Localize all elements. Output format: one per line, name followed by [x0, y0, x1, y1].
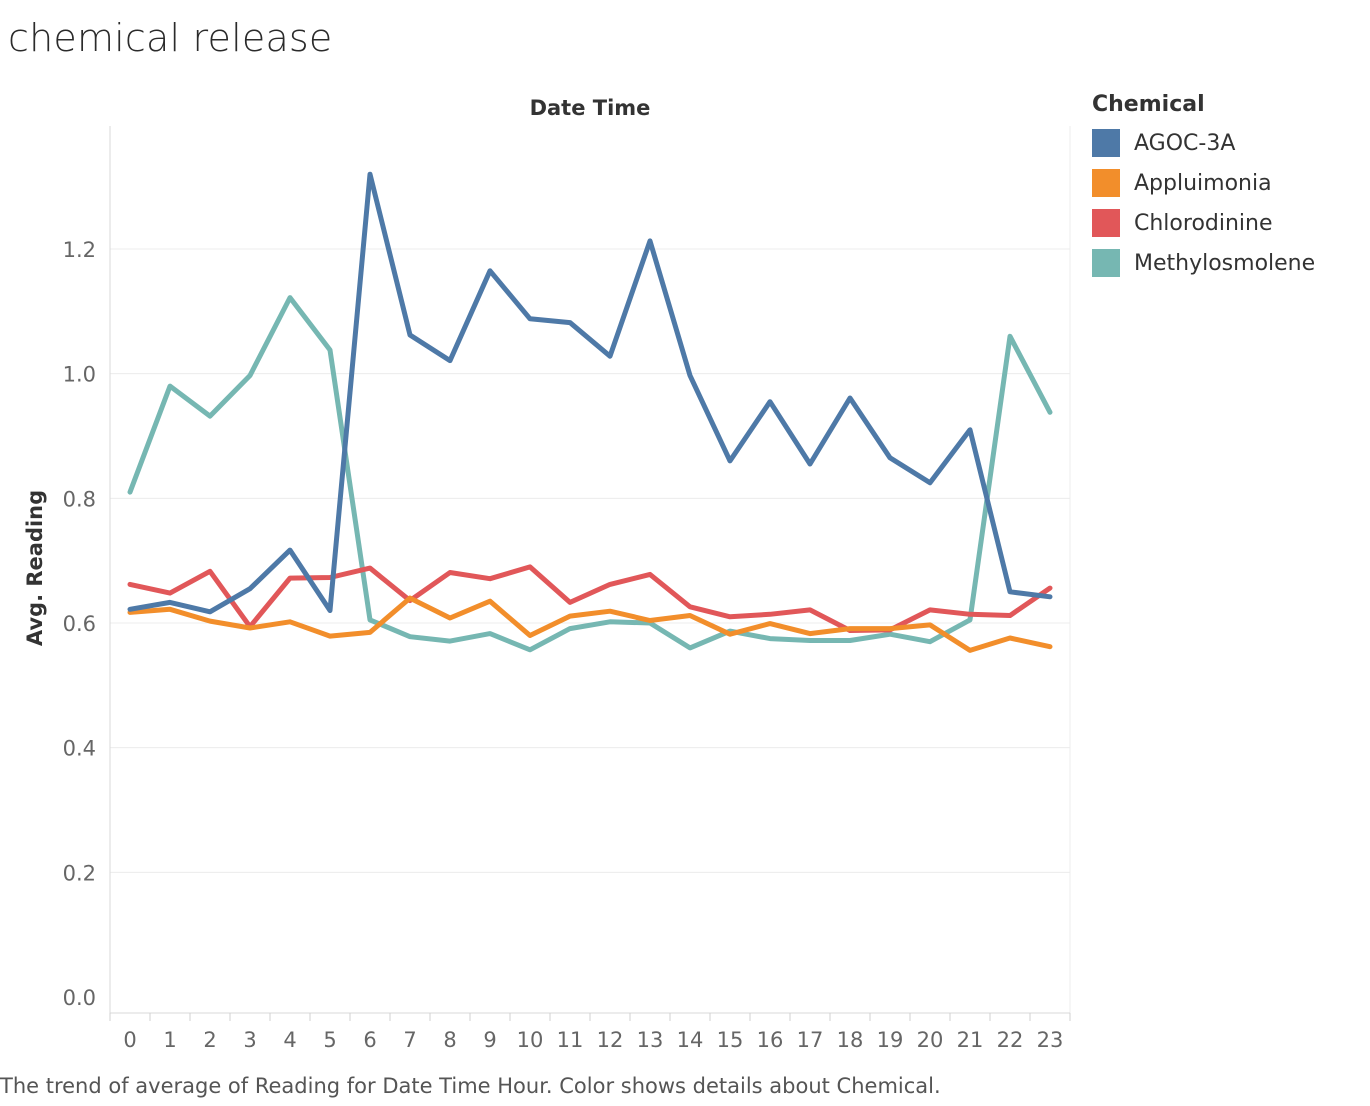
y-tick-label: 1.2 — [63, 238, 96, 262]
x-tick-label: 13 — [637, 1028, 664, 1052]
page-title: chemical release — [8, 16, 333, 60]
x-tick-label: 4 — [283, 1028, 296, 1052]
x-tick-label: 21 — [957, 1028, 984, 1052]
x-tick-label: 14 — [677, 1028, 704, 1052]
x-tick-label: 17 — [797, 1028, 824, 1052]
legend-title: Chemical — [1092, 92, 1205, 117]
y-tick-label: 0.8 — [63, 487, 96, 511]
x-tick-label: 8 — [443, 1028, 456, 1052]
legend-swatch — [1092, 249, 1120, 277]
series-lines — [127, 171, 1053, 653]
x-tick-label: 23 — [1037, 1028, 1064, 1052]
x-tick-label: 20 — [917, 1028, 944, 1052]
y-tick-label: 0.4 — [63, 737, 96, 761]
series-line-agoc-3a[interactable] — [127, 171, 1053, 615]
legend-item[interactable]: Chlorodinine — [1092, 203, 1315, 243]
legend-items: AGOC-3A Appluimonia Chlorodinine Methylosmo… — [1092, 123, 1315, 283]
x-tick-label: 5 — [323, 1028, 336, 1052]
chart-caption: The trend of average of Reading for Date… — [0, 1074, 941, 1098]
x-tick-label: 11 — [557, 1028, 584, 1052]
line-chart: Date Time Avg. Reading 0.0 0.2 0.4 0.6 0.8 1.… — [23, 96, 1071, 1052]
x-tick-label: 15 — [717, 1028, 744, 1052]
x-tick-label: 10 — [517, 1028, 544, 1052]
series-line-appluimonia[interactable] — [127, 595, 1053, 653]
x-axis-title: Date Time — [530, 96, 651, 120]
x-tick-label: 7 — [403, 1028, 416, 1052]
x-tick-label: 16 — [757, 1028, 784, 1052]
legend-label: Appluimonia — [1134, 170, 1272, 196]
y-axis-title: Avg. Reading — [23, 490, 47, 646]
series-line-methylosmolene[interactable] — [127, 295, 1053, 653]
legend-swatch — [1092, 169, 1120, 197]
x-tick-label: 1 — [163, 1028, 176, 1052]
legend-label: Chlorodinine — [1134, 210, 1273, 236]
x-tick-label: 6 — [363, 1028, 376, 1052]
x-tick-label: 0 — [123, 1028, 136, 1052]
axes — [109, 126, 1071, 1021]
y-tick-label: 0.6 — [63, 612, 96, 636]
y-tick-label: 1.0 — [63, 363, 96, 387]
legend-label: Methylosmolene — [1134, 250, 1316, 276]
legend-item[interactable]: Appluimonia — [1092, 163, 1315, 203]
x-tick-label: 19 — [877, 1028, 904, 1052]
x-tick-label: 9 — [483, 1028, 496, 1052]
legend-swatch — [1092, 129, 1120, 157]
x-tick-label: 22 — [997, 1028, 1024, 1052]
legend-swatch — [1092, 209, 1120, 237]
legend-item[interactable]: AGOC-3A — [1092, 123, 1315, 163]
x-tick-labels: 0 1 2 3 4 5 6 7 8 9 10 11 12 13 14 15 16 17 18 19 20 21 22 23 — [123, 1028, 1063, 1052]
series-line-chlorodinine[interactable] — [127, 564, 1053, 633]
y-tick-labels: 0.0 0.2 0.4 0.6 0.8 1.0 1.2 — [63, 238, 96, 1010]
legend-item[interactable]: Methylosmolene — [1092, 243, 1315, 283]
x-tick-label: 2 — [203, 1028, 216, 1052]
y-tick-label: 0.0 — [63, 986, 96, 1010]
legend-label: AGOC-3A — [1134, 130, 1236, 156]
x-tick-label: 12 — [597, 1028, 624, 1052]
y-tick-label: 0.2 — [63, 861, 96, 885]
x-tick-label: 3 — [243, 1028, 256, 1052]
x-tick-label: 18 — [837, 1028, 864, 1052]
legend: Chemical AGOC-3A Appluimonia Chlorodinine M… — [1092, 92, 1315, 283]
